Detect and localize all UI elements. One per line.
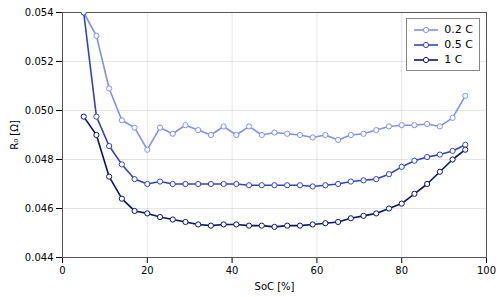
svg-text:0.046: 0.046 — [25, 203, 54, 214]
svg-text:0.048: 0.048 — [25, 154, 54, 165]
svg-text:R₀ [Ω]: R₀ [Ω] — [9, 120, 20, 150]
svg-text:SoC [%]: SoC [%] — [255, 281, 295, 292]
svg-text:60: 60 — [311, 265, 324, 276]
svg-text:40: 40 — [226, 265, 239, 276]
svg-text:0.050: 0.050 — [25, 105, 54, 116]
svg-text:0.052: 0.052 — [25, 56, 54, 67]
svg-text:0.054: 0.054 — [25, 7, 54, 18]
html-text:0.2 C: 0.2 C — [444, 23, 473, 36]
svg-text:20: 20 — [141, 265, 154, 276]
svg-text:80: 80 — [395, 265, 408, 276]
html-text:0.5 C: 0.5 C — [444, 38, 473, 51]
svg-text:0.044: 0.044 — [25, 252, 54, 263]
html-text:1 C: 1 C — [444, 53, 463, 66]
svg-text:100: 100 — [477, 265, 496, 276]
svg-text:0: 0 — [59, 265, 65, 276]
